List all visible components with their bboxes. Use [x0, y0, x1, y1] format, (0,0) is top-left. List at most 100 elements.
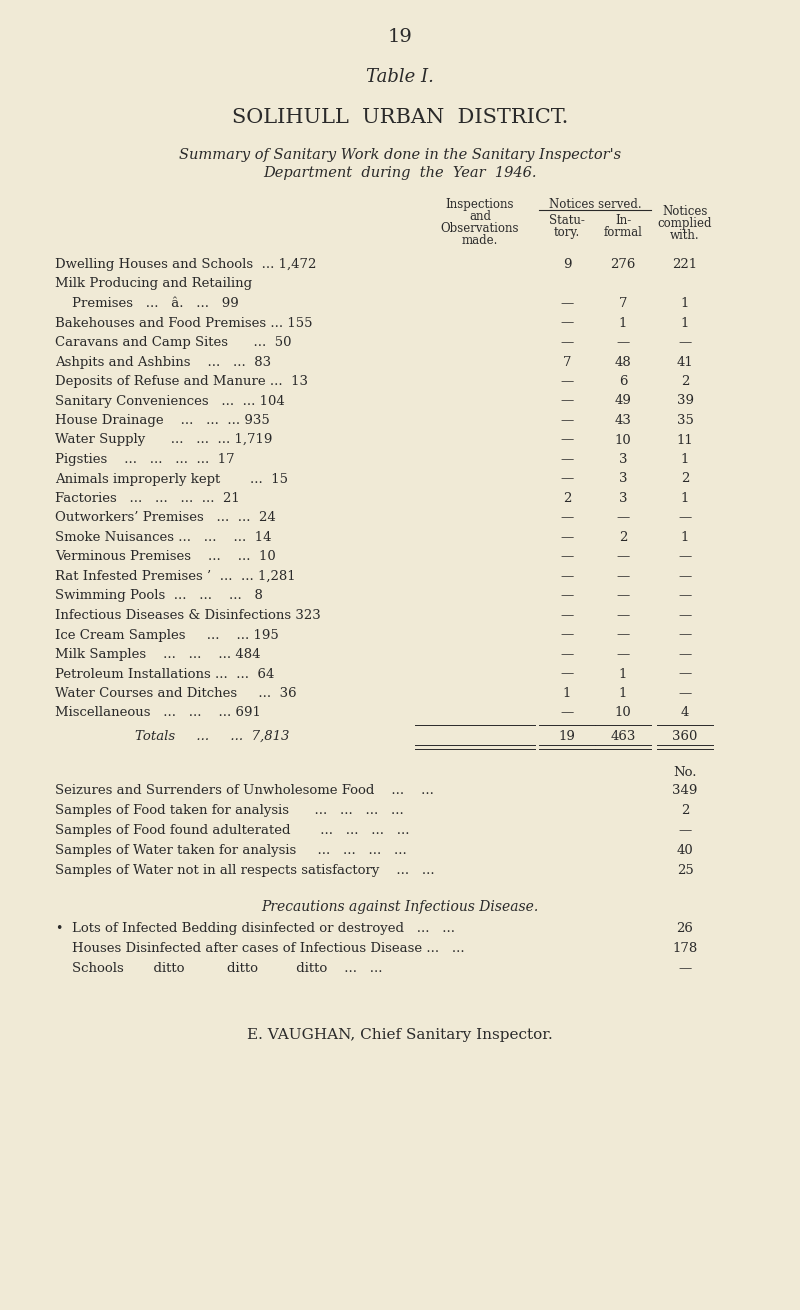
Text: Bakehouses and Food Premises ... 155: Bakehouses and Food Premises ... 155	[55, 317, 313, 330]
Text: tory.: tory.	[554, 227, 580, 238]
Text: 7: 7	[562, 355, 571, 368]
Text: 39: 39	[677, 394, 694, 407]
Text: 48: 48	[614, 355, 631, 368]
Text: Water Supply      ...   ...  ... 1,719: Water Supply ... ... ... 1,719	[55, 434, 272, 447]
Text: Rat Infested Premises ’  ...  ... 1,281: Rat Infested Premises ’ ... ... 1,281	[55, 570, 296, 583]
Text: Swimming Pools  ...   ...    ...   8: Swimming Pools ... ... ... 8	[55, 590, 263, 603]
Text: 178: 178	[672, 942, 698, 955]
Text: Department  during  the  Year  1946.: Department during the Year 1946.	[263, 166, 537, 179]
Text: and: and	[469, 210, 491, 223]
Text: —: —	[560, 609, 574, 622]
Text: 349: 349	[672, 783, 698, 796]
Text: —: —	[560, 414, 574, 427]
Text: formal: formal	[603, 227, 642, 238]
Text: 11: 11	[677, 434, 694, 447]
Text: —: —	[560, 434, 574, 447]
Text: Infectious Diseases & Disinfections 323: Infectious Diseases & Disinfections 323	[55, 609, 321, 622]
Text: Samples of Food found adulterated       ...   ...   ...   ...: Samples of Food found adulterated ... ..…	[55, 824, 410, 837]
Text: Water Courses and Ditches     ...  36: Water Courses and Ditches ... 36	[55, 686, 297, 700]
Text: E. VAUGHAN, Chief Sanitary Inspector.: E. VAUGHAN, Chief Sanitary Inspector.	[247, 1028, 553, 1041]
Text: —: —	[678, 686, 692, 700]
Text: —: —	[678, 648, 692, 662]
Text: Outworkers’ Premises   ...  ...  24: Outworkers’ Premises ... ... 24	[55, 511, 276, 524]
Text: 1: 1	[681, 317, 689, 330]
Text: —: —	[560, 297, 574, 310]
Text: Deposits of Refuse and Manure ...  13: Deposits of Refuse and Manure ... 13	[55, 375, 308, 388]
Text: —: —	[560, 335, 574, 348]
Text: 276: 276	[610, 258, 636, 271]
Text: Summary of Sanitary Work done in the Sanitary Inspector's: Summary of Sanitary Work done in the San…	[179, 148, 621, 162]
Text: —: —	[678, 629, 692, 642]
Text: Table I.: Table I.	[366, 68, 434, 86]
Text: Notices: Notices	[662, 204, 708, 217]
Text: 19: 19	[387, 28, 413, 46]
Text: 2: 2	[681, 804, 689, 817]
Text: 10: 10	[614, 434, 631, 447]
Text: 1: 1	[563, 686, 571, 700]
Text: 26: 26	[677, 922, 694, 935]
Text: complied: complied	[658, 217, 712, 231]
Text: 43: 43	[614, 414, 631, 427]
Text: 1: 1	[681, 531, 689, 544]
Text: 41: 41	[677, 355, 694, 368]
Text: 6: 6	[618, 375, 627, 388]
Text: 19: 19	[558, 730, 575, 743]
Text: House Drainage    ...   ...  ... 935: House Drainage ... ... ... 935	[55, 414, 270, 427]
Text: SOLIHULL  URBAN  DISTRICT.: SOLIHULL URBAN DISTRICT.	[232, 107, 568, 127]
Text: —: —	[616, 570, 630, 583]
Text: 2: 2	[681, 473, 689, 486]
Text: 1: 1	[619, 668, 627, 680]
Text: —: —	[560, 394, 574, 407]
Text: —: —	[678, 570, 692, 583]
Text: Observations: Observations	[441, 221, 519, 234]
Text: —: —	[560, 473, 574, 486]
Text: —: —	[678, 962, 692, 975]
Text: Premises   ...   â.   ...   99: Premises ... â. ... 99	[55, 297, 238, 310]
Text: —: —	[616, 629, 630, 642]
Text: —: —	[560, 648, 574, 662]
Text: Factories   ...   ...   ...  ...  21: Factories ... ... ... ... 21	[55, 493, 240, 504]
Text: made.: made.	[462, 234, 498, 248]
Text: Houses Disinfected after cases of Infectious Disease ...   ...: Houses Disinfected after cases of Infect…	[72, 942, 465, 955]
Text: 3: 3	[618, 453, 627, 466]
Text: 40: 40	[677, 844, 694, 857]
Text: —: —	[616, 590, 630, 603]
Text: Notices served.: Notices served.	[549, 198, 642, 211]
Text: Dwelling Houses and Schools  ... 1,472: Dwelling Houses and Schools ... 1,472	[55, 258, 316, 271]
Text: 1: 1	[681, 493, 689, 504]
Text: —: —	[678, 550, 692, 563]
Text: —: —	[560, 550, 574, 563]
Text: Verminous Premises    ...    ...  10: Verminous Premises ... ... 10	[55, 550, 276, 563]
Text: —: —	[560, 706, 574, 719]
Text: 35: 35	[677, 414, 694, 427]
Text: 49: 49	[614, 394, 631, 407]
Text: Ashpits and Ashbins    ...   ...  83: Ashpits and Ashbins ... ... 83	[55, 355, 271, 368]
Text: —: —	[616, 609, 630, 622]
Text: —: —	[560, 453, 574, 466]
Text: Sanitary Conveniences   ...  ... 104: Sanitary Conveniences ... ... 104	[55, 394, 285, 407]
Text: No.: No.	[674, 766, 697, 779]
Text: Inspections: Inspections	[446, 198, 514, 211]
Text: Petroleum Installations ...  ...  64: Petroleum Installations ... ... 64	[55, 668, 274, 680]
Text: —: —	[616, 511, 630, 524]
Text: 2: 2	[619, 531, 627, 544]
Text: Ice Cream Samples     ...    ... 195: Ice Cream Samples ... ... 195	[55, 629, 278, 642]
Text: —: —	[678, 511, 692, 524]
Text: 463: 463	[610, 730, 636, 743]
Text: 3: 3	[618, 473, 627, 486]
Text: —: —	[678, 668, 692, 680]
Text: Lots of Infected Bedding disinfected or destroyed   ...   ...: Lots of Infected Bedding disinfected or …	[72, 922, 455, 935]
Text: —: —	[678, 335, 692, 348]
Text: 2: 2	[563, 493, 571, 504]
Text: —: —	[560, 668, 574, 680]
Text: Samples of Water not in all respects satisfactory    ...   ...: Samples of Water not in all respects sat…	[55, 865, 434, 876]
Text: •: •	[55, 922, 62, 935]
Text: 7: 7	[618, 297, 627, 310]
Text: —: —	[560, 570, 574, 583]
Text: —: —	[616, 550, 630, 563]
Text: —: —	[560, 629, 574, 642]
Text: —: —	[616, 648, 630, 662]
Text: —: —	[678, 609, 692, 622]
Text: 1: 1	[681, 297, 689, 310]
Text: 1: 1	[619, 317, 627, 330]
